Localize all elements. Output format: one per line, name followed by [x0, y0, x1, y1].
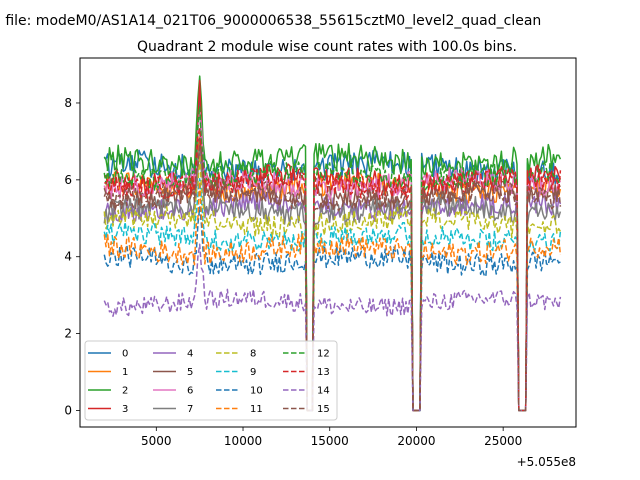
y-tick-label: 6	[64, 173, 72, 187]
y-tick-label: 8	[64, 96, 72, 110]
legend-label: 12	[317, 349, 330, 360]
legend-label: 14	[317, 386, 330, 397]
series-line-7	[103, 148, 562, 412]
series-line-10	[103, 206, 561, 412]
x-tick-label: 15000	[311, 434, 349, 448]
y-tick-label: 0	[64, 403, 72, 417]
series-line-12	[103, 105, 562, 412]
series-layer	[103, 75, 562, 412]
y-tick-label: 4	[64, 250, 72, 264]
legend-label: 3	[122, 404, 128, 415]
legend-label: 13	[317, 367, 330, 378]
legend-label: 11	[250, 404, 263, 415]
legend-label: 2	[122, 386, 128, 397]
x-tick-label: 25000	[484, 434, 522, 448]
legend-label: 0	[122, 349, 128, 360]
series-line-8	[103, 154, 562, 412]
legend-label: 6	[187, 386, 193, 397]
legend-label: 4	[187, 349, 193, 360]
legend-label: 10	[250, 386, 263, 397]
x-tick-label: 20000	[397, 434, 435, 448]
series-line-2	[103, 75, 562, 412]
series-line-9	[103, 177, 562, 412]
legend-label: 15	[317, 404, 330, 415]
series-line-11	[103, 180, 562, 412]
legend-label: 8	[250, 349, 256, 360]
x-tick-label: 5000	[141, 434, 172, 448]
legend-label: 5	[187, 367, 193, 378]
plot-frame	[79, 57, 577, 428]
y-tick-label: 2	[64, 327, 72, 341]
legend-label: 1	[122, 367, 128, 378]
x-tick-label: 10000	[224, 434, 262, 448]
series-line-14	[103, 243, 562, 412]
series-line-13	[104, 128, 562, 412]
x-axis-ticks: 5000 10000 15000 20000 25000	[141, 427, 522, 448]
x-axis-offset-label: +5.055e8	[517, 455, 576, 469]
figure-suptitle: n file: modeM0/AS1A14_021T06_9000006538_…	[0, 13, 541, 29]
legend-label: 9	[250, 367, 256, 378]
series-line-15	[103, 144, 562, 412]
chart-title: Quadrant 2 module wise count rates with …	[137, 39, 517, 55]
legend-frame	[84, 340, 338, 421]
y-axis-ticks: 0 2 4 6 8	[64, 96, 80, 417]
legend-label: 7	[187, 404, 193, 415]
